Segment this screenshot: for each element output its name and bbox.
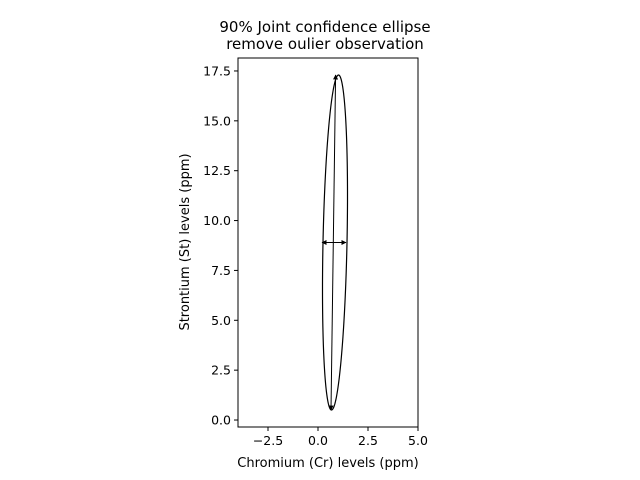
y-tick-label: 15.0 [203, 113, 231, 128]
y-tick-label: 17.5 [203, 63, 231, 78]
x-tick-label: 2.5 [358, 433, 378, 448]
x-tick-label: −2.5 [253, 433, 283, 448]
y-tick-label: 7.5 [211, 263, 231, 278]
y-tick-label: 0.0 [211, 413, 231, 428]
y-tick-label: 12.5 [203, 163, 231, 178]
x-axis-ticks: −2.5 0.0 2.5 5.0 [253, 427, 428, 448]
chart-title-line-2: remove oulier observation [226, 35, 424, 53]
y-tick-label: 2.5 [211, 363, 231, 378]
confidence-ellipse-group [321, 74, 349, 411]
y-tick-label: 10.0 [203, 213, 231, 228]
x-tick-label: 0.0 [308, 433, 328, 448]
x-axis-label: Chromium (Cr) levels (ppm) [237, 456, 418, 471]
y-axis-label: Strontium (St) levels (ppm) [178, 153, 193, 330]
x-tick-label: 5.0 [408, 433, 428, 448]
y-tick-label: 5.0 [211, 313, 231, 328]
y-axis-ticks: 0.0 2.5 5.0 7.5 10.0 12.5 15.0 17.5 [203, 63, 238, 428]
chart-title-line-1: 90% Joint confidence ellipse [219, 18, 430, 36]
